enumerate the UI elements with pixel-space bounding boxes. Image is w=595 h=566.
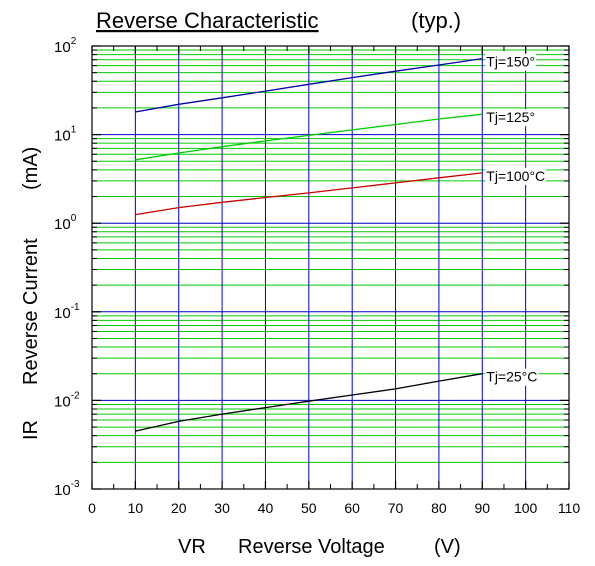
tick-marks [91, 45, 570, 490]
series-label: Tj=25°C [486, 369, 537, 385]
series-label: Tj=125° [486, 109, 535, 125]
series-line [135, 373, 483, 432]
x-axis-symbol: VR [178, 536, 206, 558]
y-axis-label: Reverse Current [20, 238, 42, 385]
x-tick-label: 20 [171, 500, 187, 516]
y-tick-base: 10 [54, 39, 71, 56]
y-tick-base: 10 [54, 128, 71, 145]
y-tick-base: 10 [54, 305, 71, 322]
y-tick-label: 10-3 [54, 479, 80, 499]
y-tick-base: 10 [54, 393, 71, 410]
y-tick-label: 100 [54, 213, 77, 233]
series-lines [135, 57, 483, 432]
x-axis-label: Reverse Voltage [238, 536, 385, 558]
y-tick-exponent: 2 [71, 36, 77, 47]
chart-title-note: (typ.) [411, 8, 461, 33]
x-tick-label: 50 [301, 500, 317, 516]
x-axis-unit: (V) [434, 536, 461, 558]
series-line [135, 172, 483, 216]
y-tick-exponent: 1 [71, 125, 77, 136]
y-tick-label: 102 [54, 36, 77, 56]
y-tick-exponent: 0 [71, 213, 77, 224]
y-tick-exponent: -1 [71, 302, 80, 313]
x-tick-label: 110 [558, 500, 581, 516]
y-axis-symbol: IR [20, 420, 42, 440]
series-label-bg [485, 109, 537, 127]
y-tick-exponent: -3 [71, 479, 80, 490]
series-label-bg [485, 53, 537, 71]
y-tick-label: 10-1 [54, 302, 80, 322]
x-tick-label: 70 [388, 500, 404, 516]
x-tick-label: 40 [258, 500, 274, 516]
series-label-bg [485, 167, 547, 185]
x-tick-label: 80 [431, 500, 447, 516]
x-tick-label: 60 [344, 500, 360, 516]
series-line [135, 113, 483, 161]
y-tick-base: 10 [54, 482, 71, 499]
y-tick-label: 10-2 [54, 390, 80, 410]
x-tick-label: 0 [88, 500, 96, 516]
series-labels: Tj=150° Tj=125° Tj=100°C Tj=25°C [485, 53, 547, 386]
chart-title: Reverse Characteristic [96, 8, 319, 33]
x-tick-label: 30 [214, 500, 230, 516]
series-label-bg [485, 368, 539, 386]
y-tick-label: 101 [54, 125, 77, 145]
series-label: Tj=100°C [486, 168, 545, 184]
x-tick-labels: 0 10 20 30 40 50 60 70 80 90 100 110 [88, 500, 580, 516]
y-axis-unit: (mA) [20, 147, 42, 190]
y-tick-exponent: -2 [71, 390, 80, 401]
series-line [135, 57, 483, 113]
x-tick-label: 90 [474, 500, 490, 516]
series-label: Tj=150° [486, 54, 535, 70]
x-tick-label: 100 [514, 500, 538, 516]
y-tick-base: 10 [54, 216, 71, 233]
x-tick-label: 10 [128, 500, 144, 516]
